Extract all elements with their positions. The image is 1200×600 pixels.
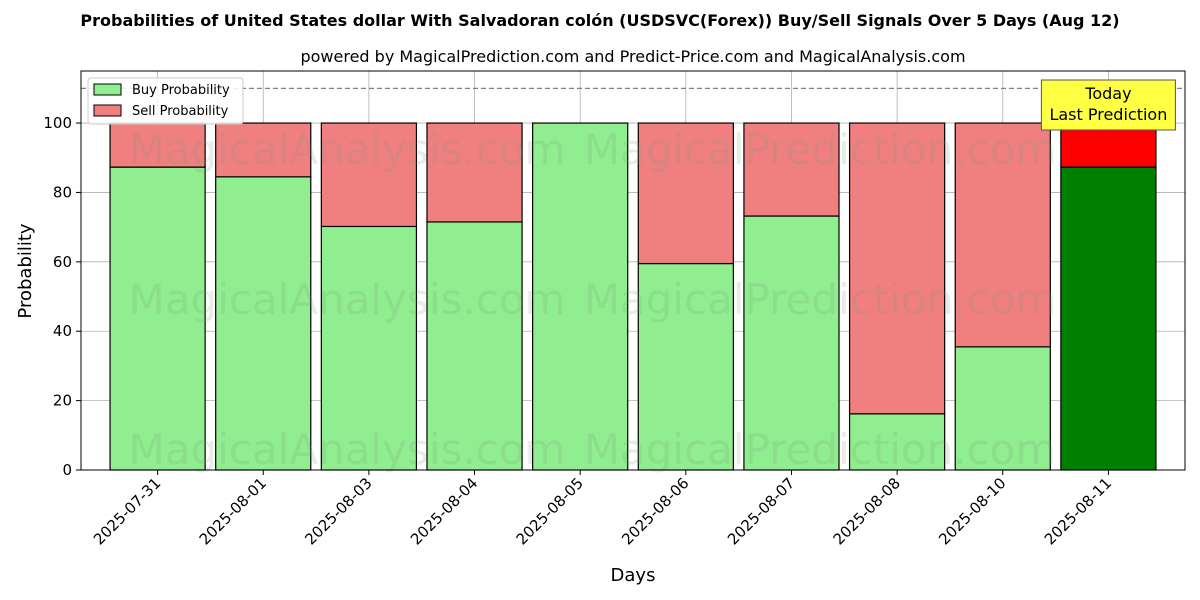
x-tick-label: 2025-08-06 <box>618 474 692 548</box>
x-tick-label: 2025-08-04 <box>407 474 481 548</box>
sell-bar <box>954 122 1051 348</box>
buy-bar <box>1060 166 1157 471</box>
x-tick-label: 2025-08-08 <box>830 474 904 548</box>
plot-area: MagicalAnalysis.com MagicalPrediction.com… <box>43 70 1186 548</box>
plot-frame <box>80 70 1186 471</box>
legend-swatch <box>93 83 122 96</box>
y-tick-label: 40 <box>53 322 72 340</box>
legend: Buy Probability Sell Probability <box>87 77 244 125</box>
chart-subtitle: powered by MagicalPrediction.com and Pre… <box>300 47 965 66</box>
watermark-text: MagicalPrediction.com <box>584 125 1057 174</box>
x-tick-label: 2025-08-11 <box>1041 474 1115 548</box>
watermark-text: MagicalPrediction.com <box>584 425 1057 474</box>
annotation-text: Today <box>1084 84 1131 103</box>
x-tick-label: 2025-08-05 <box>513 474 587 548</box>
annotation-text: Last Prediction <box>1049 105 1167 124</box>
chart-title: Probabilities of United States dollar Wi… <box>80 11 1119 30</box>
buy-bar <box>848 413 946 471</box>
watermark-text: MagicalAnalysis.com <box>129 425 566 474</box>
sell-bar <box>215 122 312 178</box>
legend-label: Buy Probability <box>132 83 230 98</box>
sell-bar <box>637 122 734 265</box>
sell-bar <box>848 122 946 415</box>
watermark-text: MagicalAnalysis.com <box>129 125 566 174</box>
x-tick-label: 2025-08-01 <box>196 474 270 548</box>
y-axis-label: Probability <box>15 223 36 318</box>
y-tick-label: 80 <box>53 183 72 201</box>
legend-label: Sell Probability <box>132 104 229 119</box>
sell-bar <box>320 122 418 228</box>
sell-bar <box>426 122 523 223</box>
legend-frame <box>87 77 244 125</box>
buy-bar <box>426 221 523 471</box>
x-tick-label: 2025-08-07 <box>724 474 798 548</box>
legend-swatch <box>93 104 122 117</box>
y-tick-label: 0 <box>62 461 72 479</box>
buy-bar <box>954 346 1051 471</box>
watermark-text: MagicalPrediction.com <box>584 275 1057 324</box>
buy-bar <box>743 215 840 471</box>
buy-bar <box>109 166 206 471</box>
annotation-box <box>1040 79 1176 131</box>
sell-bar <box>109 122 206 168</box>
sell-bar <box>743 122 840 217</box>
y-tick-label: 20 <box>53 392 72 410</box>
x-tick-label: 2025-07-31 <box>90 474 164 548</box>
buy-bar <box>532 122 629 471</box>
y-tick-label: 100 <box>43 114 72 132</box>
x-tick-label: 2025-08-03 <box>301 474 375 548</box>
x-axis-label: Days <box>611 565 656 586</box>
y-tick-label: 60 <box>53 253 72 271</box>
watermark-text: MagicalAnalysis.com <box>129 275 566 324</box>
buy-bar <box>637 262 734 471</box>
buy-bar <box>320 225 418 471</box>
x-tick-label: 2025-08-10 <box>935 474 1009 548</box>
